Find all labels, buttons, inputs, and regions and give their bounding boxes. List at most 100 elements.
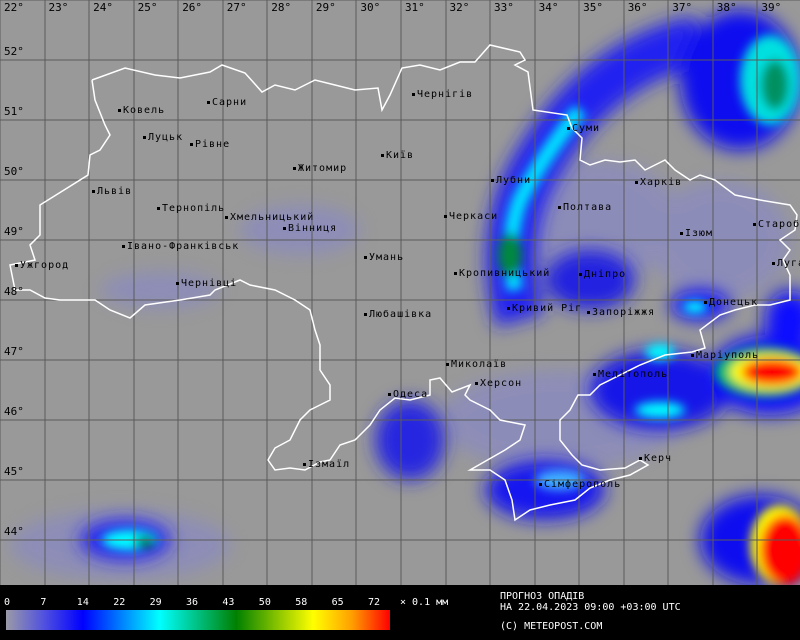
city-label: Умань xyxy=(364,253,404,263)
city-name: Любашівка xyxy=(369,309,433,320)
city-label: Черкаси xyxy=(444,212,498,222)
city-dot-icon xyxy=(444,214,447,218)
city-dot-icon xyxy=(293,166,296,170)
city-name: Маріуполь xyxy=(696,350,760,361)
city-name: Полтава xyxy=(563,202,613,213)
country-borders xyxy=(9,44,798,522)
legend-tick-label: 22 xyxy=(113,597,126,608)
city-label: Тернопіль xyxy=(157,204,225,214)
ukraine-border xyxy=(9,44,798,522)
longitude-label: 33° xyxy=(494,1,514,14)
legend-tick-label: 29 xyxy=(149,597,162,608)
city-dot-icon xyxy=(567,126,570,130)
longitude-label: 31° xyxy=(404,1,425,14)
city-dot-icon xyxy=(475,381,478,385)
longitude-label: 22° xyxy=(4,1,24,14)
city-dot-icon xyxy=(143,135,146,139)
city-dot-icon xyxy=(118,108,121,112)
legend-tick-label: 72 xyxy=(368,597,381,608)
city-name: Київ xyxy=(386,150,415,161)
city-dot-icon xyxy=(15,263,18,267)
longitude-label: 25° xyxy=(137,1,158,14)
city-name: Дніпро xyxy=(584,269,627,280)
legend-tick-label: 43 xyxy=(222,597,235,608)
city-label: Любашівка xyxy=(364,310,432,320)
city-label: Хмельницький xyxy=(225,213,314,223)
latitude-label: 52° xyxy=(4,45,24,58)
city-dot-icon xyxy=(122,244,125,248)
city-dot-icon xyxy=(772,261,775,265)
coordinate-grid xyxy=(0,0,800,585)
city-name: Житомир xyxy=(298,163,348,174)
city-dot-icon xyxy=(639,456,642,460)
city-dot-icon xyxy=(680,231,683,235)
city-label: Маріуполь xyxy=(691,351,759,361)
city-dot-icon xyxy=(157,206,160,210)
city-label: Луганськ xyxy=(772,259,800,269)
city-label: Керч xyxy=(639,454,672,464)
longitude-label: 24° xyxy=(93,1,113,14)
city-name: Чернівці xyxy=(181,278,238,289)
city-label: Полтава xyxy=(558,203,612,213)
longitude-label: 37° xyxy=(672,1,693,14)
city-name: Лубни xyxy=(496,175,532,186)
longitude-label: 38° xyxy=(716,1,737,14)
longitude-label: 29° xyxy=(315,1,336,14)
city-label: Івано-Франківськ xyxy=(122,242,239,252)
city-name: Миколаїв xyxy=(451,359,508,370)
city-dot-icon xyxy=(303,462,306,466)
city-dot-icon xyxy=(635,180,638,184)
longitude-label: 35° xyxy=(583,1,604,14)
latitude-label: 49° xyxy=(4,225,24,238)
city-label: Кривий Ріг xyxy=(507,304,582,314)
forecast-datetime: НА 22.04.2023 09:00 +03:00 UTC xyxy=(500,602,681,613)
city-name: Сімферополь xyxy=(544,479,622,490)
city-label: Херсон xyxy=(475,379,522,389)
city-name: Старобільськ xyxy=(758,219,800,230)
city-name: Ізюм xyxy=(685,228,714,239)
longitude-label: 23° xyxy=(48,1,69,14)
city-name: Івано-Франківськ xyxy=(127,241,240,252)
legend-tick-label: 36 xyxy=(186,597,199,608)
city-dot-icon xyxy=(593,372,596,376)
city-dot-icon xyxy=(364,255,367,259)
city-label: Суми xyxy=(567,124,600,134)
legend-tick-label: 50 xyxy=(258,597,271,608)
city-label: Ужгород xyxy=(15,261,69,271)
city-label: Сарни xyxy=(207,98,247,108)
city-dot-icon xyxy=(381,153,384,157)
city-label: Ізмаїл xyxy=(303,460,350,470)
forecast-title: ПРОГНОЗ ОПАДІВ xyxy=(500,591,585,602)
legend-tick-label: 14 xyxy=(76,597,89,608)
city-dot-icon xyxy=(92,189,95,193)
city-label: Миколаїв xyxy=(446,360,507,370)
legend-tick-label: 0 xyxy=(4,597,11,608)
latitude-label: 50° xyxy=(4,165,24,178)
city-name: Тернопіль xyxy=(162,203,226,214)
city-dot-icon xyxy=(225,215,228,219)
city-name: Хмельницький xyxy=(230,212,315,223)
city-label: Ізюм xyxy=(680,229,713,239)
city-name: Кривий Ріг xyxy=(512,303,583,314)
city-label: Львів xyxy=(92,187,132,197)
city-dot-icon xyxy=(491,178,494,182)
city-name: Одеса xyxy=(393,389,429,400)
city-name: Ізмаїл xyxy=(308,459,351,470)
city-name: Керч xyxy=(644,453,673,464)
longitude-label: 39° xyxy=(761,1,782,14)
city-dot-icon xyxy=(539,482,542,486)
city-name: Запоріжжя xyxy=(592,307,656,318)
city-name: Мелітополь xyxy=(598,369,669,380)
city-dot-icon xyxy=(579,272,582,276)
city-name: Чернігів xyxy=(417,89,474,100)
city-label: Київ xyxy=(381,151,414,161)
city-label: Мелітополь xyxy=(593,370,668,380)
latitude-label: 46° xyxy=(4,405,24,418)
legend-unit: × 0.1 мм xyxy=(400,597,449,608)
city-name: Херсон xyxy=(480,378,523,389)
city-dot-icon xyxy=(190,142,193,146)
latitude-label: 47° xyxy=(4,345,24,358)
legend-tick-label: 58 xyxy=(295,597,308,608)
legend: 0 7 14 22 29 36 43 50 58 65 72 × 0.1 мм ПРОГНОЗ ОП… xyxy=(0,585,800,640)
city-dot-icon xyxy=(364,312,367,316)
